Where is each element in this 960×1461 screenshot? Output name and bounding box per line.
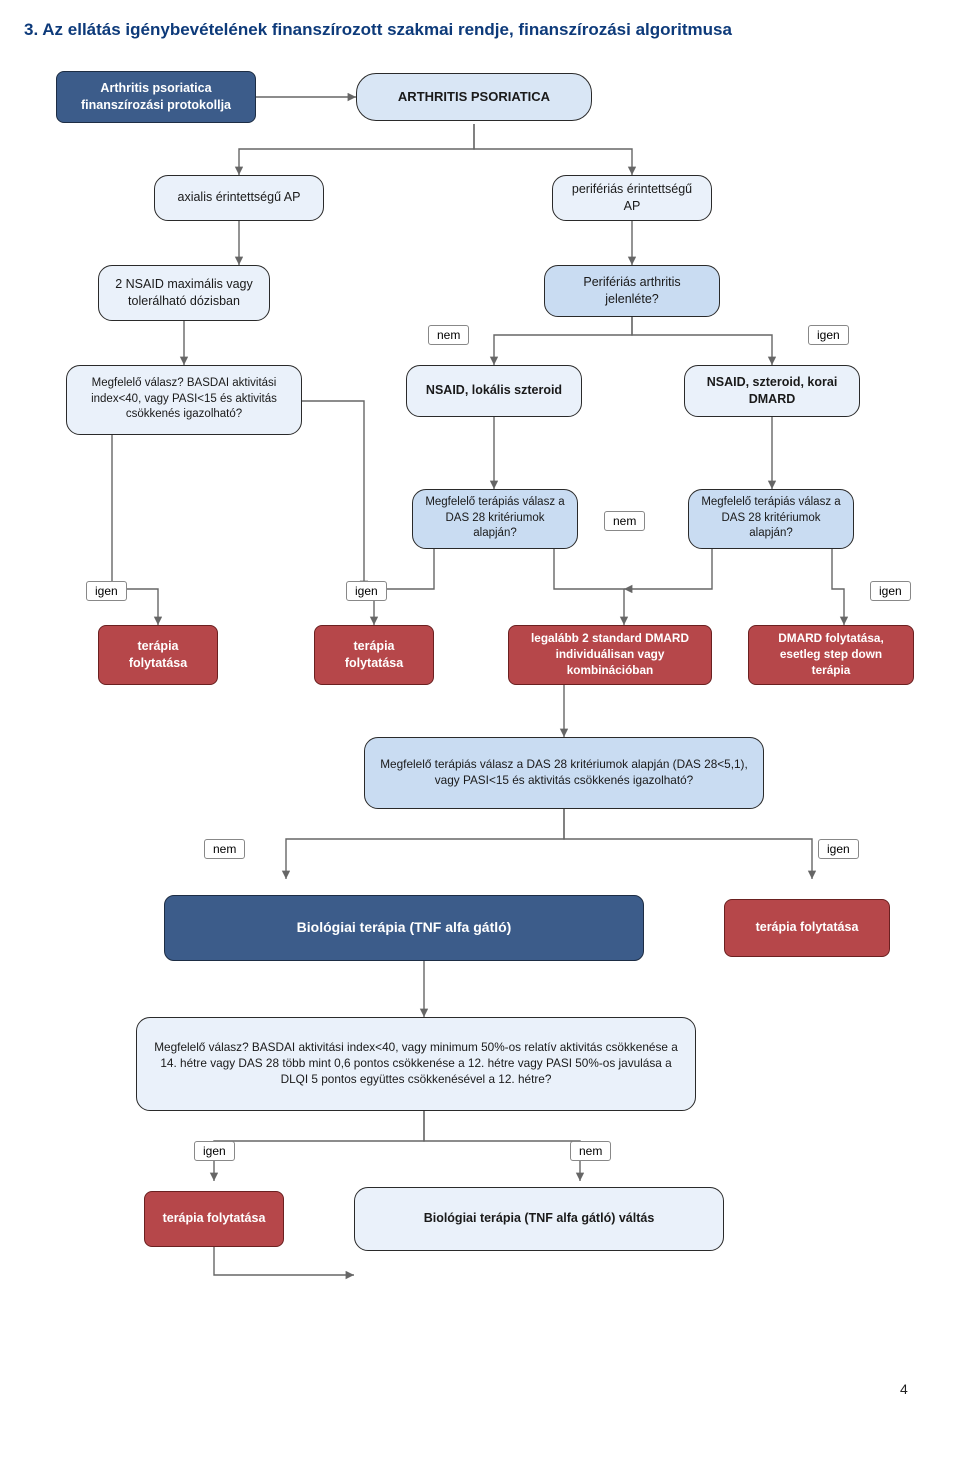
node-protocol-title: Arthritis psoriatica finanszírozási prot…	[56, 71, 256, 123]
node-biologic-switch: Biológiai terápia (TNF alfa gátló) váltá…	[354, 1187, 724, 1251]
node-biologic: Biológiai terápia (TNF alfa gátló)	[164, 895, 644, 961]
lbl-nem-3: nem	[204, 839, 245, 859]
node-terapia-1: terápia folytatása	[98, 625, 218, 685]
node-das28-b: Megfelelő terápiás válasz a DAS 28 krité…	[688, 489, 854, 549]
node-terapia-3: terápia folytatása	[724, 899, 890, 957]
node-dmard-stepdown: DMARD folytatása, esetleg step down terá…	[748, 625, 914, 685]
node-basdai-q: Megfelelő válasz? BASDAI aktivitási inde…	[66, 365, 302, 435]
section-heading: 3. Az ellátás igénybevételének finanszír…	[24, 18, 936, 43]
node-dmard-2std: legalább 2 standard DMARD individuálisan…	[508, 625, 712, 685]
node-nsaid-2: 2 NSAID maximális vagy tolerálható dózis…	[98, 265, 270, 321]
node-disease-header: ARTHRITIS PSORIATICA	[356, 73, 592, 121]
node-das28-a: Megfelelő terápiás válasz a DAS 28 krité…	[412, 489, 578, 549]
lbl-nem-4: nem	[570, 1141, 611, 1161]
lbl-igen-3: igen	[818, 839, 859, 859]
node-nsaid-local: NSAID, lokális szteroid	[406, 365, 582, 417]
node-terapia-2: terápia folytatása	[314, 625, 434, 685]
lbl-igen-1: igen	[808, 325, 849, 345]
node-week12-q: Megfelelő válasz? BASDAI aktivitási inde…	[136, 1017, 696, 1111]
page-number: 4	[900, 1381, 908, 1397]
lbl-igen-basdai: igen	[86, 581, 127, 601]
lbl-nem-1: nem	[428, 325, 469, 345]
lbl-igen-dasa: igen	[346, 581, 387, 601]
node-das28-long: Megfelelő terápiás válasz a DAS 28 krité…	[364, 737, 764, 809]
flowchart: Arthritis psoriatica finanszírozási prot…	[24, 69, 936, 1409]
lbl-igen-4: igen	[194, 1141, 235, 1161]
node-nsaid-korai-dmard: NSAID, szteroid, korai DMARD	[684, 365, 860, 417]
node-terapia-4: terápia folytatása	[144, 1191, 284, 1247]
lbl-nem-2: nem	[604, 511, 645, 531]
node-periph-ap: perifériás érintettségű AP	[552, 175, 712, 221]
node-axial-ap: axialis érintettségű AP	[154, 175, 324, 221]
node-periph-arthritis-q: Perifériás arthritis jelenléte?	[544, 265, 720, 317]
lbl-igen-dasb: igen	[870, 581, 911, 601]
